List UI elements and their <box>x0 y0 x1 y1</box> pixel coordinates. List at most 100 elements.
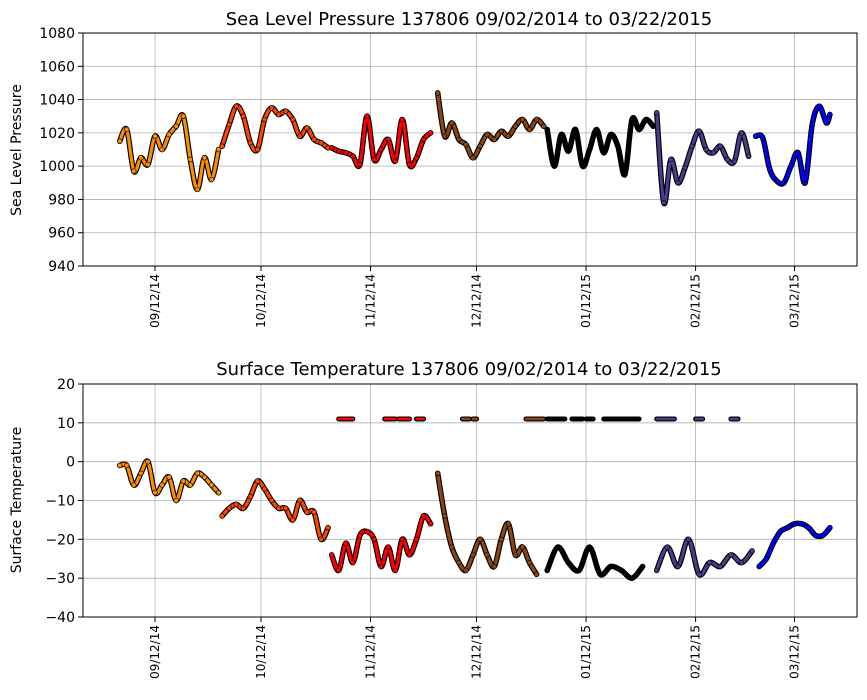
series-line-feb <box>655 537 754 577</box>
data-point <box>226 121 232 128</box>
data-point <box>533 116 540 123</box>
data-point <box>145 161 151 168</box>
y-tick-label: 0 <box>66 455 75 471</box>
data-point <box>512 123 519 129</box>
x-tick-label: 02/12/15 <box>689 274 703 328</box>
data-point <box>449 544 455 550</box>
data-point <box>336 567 342 574</box>
data-point <box>703 146 709 153</box>
data-point <box>304 509 310 515</box>
data-point <box>759 135 766 141</box>
series-line-dec <box>436 91 546 160</box>
data-point <box>706 559 713 566</box>
x-tick-label: 10/12/14 <box>254 625 268 679</box>
series-line-jan <box>545 545 645 580</box>
data-point <box>812 532 819 539</box>
data-point <box>512 552 519 558</box>
data-point <box>470 552 476 558</box>
data-point <box>816 103 822 109</box>
data-point <box>618 567 625 574</box>
data-point <box>290 116 296 123</box>
data-point <box>565 559 572 566</box>
series-outline-dec <box>434 470 540 578</box>
data-point <box>827 524 833 531</box>
data-point <box>675 563 681 570</box>
data-point <box>668 156 674 163</box>
data-point <box>254 478 261 484</box>
data-point <box>629 116 635 123</box>
data-point <box>738 559 745 566</box>
data-point <box>406 161 413 168</box>
chart-title: Surface Temperature 137806 09/02/2014 to… <box>216 359 721 380</box>
data-point <box>449 120 455 126</box>
data-point <box>268 497 275 504</box>
y-tick-labels: −40 −30 −20 −10 0 10 20 <box>45 377 83 626</box>
series-line-sep <box>118 113 221 192</box>
data-point <box>427 521 434 527</box>
x-tick-labels: 09/12/14 10/12/14 11/12/14 12/12/14 01/12/15… <box>148 617 802 679</box>
data-point <box>555 544 561 550</box>
data-point <box>777 528 784 535</box>
data-point <box>643 116 649 123</box>
x-tick-labels: 09/12/14 10/12/14 11/12/14 12/12/14 01/12/15… <box>148 266 802 328</box>
data-point <box>215 146 222 153</box>
data-point <box>385 544 391 550</box>
data-point <box>784 524 791 531</box>
data-point <box>696 571 702 577</box>
data-point <box>173 123 179 129</box>
x-tick-label: 03/12/15 <box>788 625 802 679</box>
x-tick-label: 12/12/14 <box>470 625 484 679</box>
data-point <box>336 148 342 154</box>
data-point <box>636 126 642 133</box>
data-point <box>187 482 194 488</box>
data-point <box>526 559 533 566</box>
data-point <box>194 470 201 476</box>
data-point <box>689 143 695 149</box>
data-point <box>180 478 187 484</box>
data-point <box>738 130 745 136</box>
data-point <box>276 111 282 118</box>
y-tick-label: −20 <box>45 532 75 548</box>
data-point <box>364 113 370 119</box>
data-point <box>152 133 158 139</box>
data-point <box>406 552 413 558</box>
data-point <box>297 497 303 504</box>
data-point <box>477 143 483 149</box>
data-point <box>399 536 405 542</box>
data-point <box>519 544 526 550</box>
data-point <box>551 163 557 169</box>
data-point <box>442 133 448 139</box>
data-point <box>749 548 755 554</box>
data-point <box>357 532 363 539</box>
data-point <box>180 113 187 119</box>
data-point <box>138 470 144 476</box>
data-point <box>540 123 547 129</box>
data-marks <box>116 416 833 581</box>
x-tick-label: 10/12/14 <box>254 274 268 328</box>
data-point <box>579 163 586 169</box>
data-point <box>491 563 497 570</box>
data-point <box>795 150 801 156</box>
data-point <box>664 544 670 550</box>
data-point <box>350 559 356 566</box>
y-tick-label: 960 <box>48 226 75 242</box>
surface-temperature-panel: Surface Temperature 137806 09/02/2014 to… <box>9 359 858 679</box>
data-point <box>371 536 377 542</box>
data-point <box>240 505 247 511</box>
y-tick-label: 1000 <box>39 159 75 175</box>
data-point <box>435 470 441 476</box>
data-point <box>166 131 172 138</box>
data-point <box>608 131 614 138</box>
data-point <box>608 563 614 570</box>
data-point <box>187 156 194 163</box>
data-point <box>268 105 275 111</box>
data-point <box>774 178 780 184</box>
data-point <box>159 482 165 488</box>
data-point <box>233 501 240 508</box>
data-point <box>498 536 504 542</box>
y-tick-label: −30 <box>45 571 75 587</box>
data-point <box>166 474 172 480</box>
data-point <box>558 131 564 138</box>
x-tick-label: 09/12/14 <box>148 274 162 328</box>
data-point <box>318 536 324 542</box>
